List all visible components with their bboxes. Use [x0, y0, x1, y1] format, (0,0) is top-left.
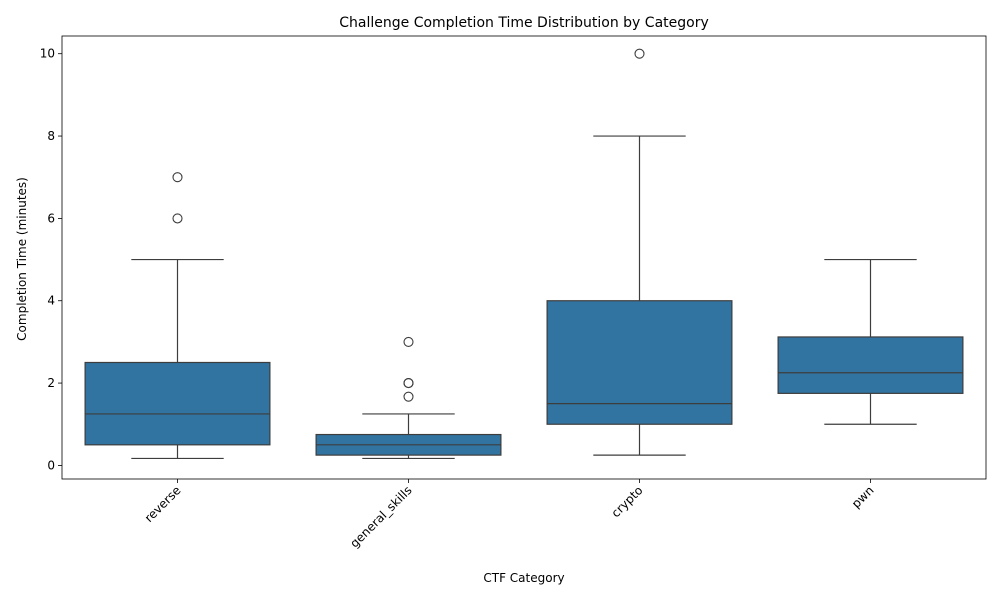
x-tick-label: crypto [609, 483, 646, 520]
iqr-box [777, 336, 964, 394]
box-crypto [546, 48, 733, 456]
outlier-point [172, 213, 183, 224]
box-pwn [777, 258, 964, 425]
outlier-point [403, 336, 414, 347]
y-tick-label: 6 [47, 211, 55, 225]
chart-title: Challenge Completion Time Distribution b… [339, 15, 709, 31]
y-tick-label: 4 [47, 294, 55, 308]
y-axis-label: Completion Time (minutes) [15, 177, 29, 341]
iqr-box [84, 361, 271, 446]
outlier-point [172, 172, 183, 183]
x-tick-label: pwn [849, 483, 877, 511]
outlier-point [403, 378, 414, 389]
box-general-skills [315, 336, 502, 460]
y-tick-label: 0 [47, 458, 55, 472]
x-tick-label: reverse [142, 483, 184, 525]
iqr-box [546, 300, 733, 425]
y-tick-label: 2 [47, 376, 55, 390]
x-axis-label: CTF Category [483, 571, 564, 585]
y-tick-label: 8 [47, 129, 55, 143]
box-reverse [84, 172, 271, 460]
outlier-point [634, 48, 645, 59]
x-tick-label: general_skills [347, 483, 414, 550]
y-tick-label: 10 [40, 47, 55, 61]
plot-area [84, 48, 964, 460]
outlier-point [403, 391, 414, 402]
plot-frame [61, 35, 987, 480]
